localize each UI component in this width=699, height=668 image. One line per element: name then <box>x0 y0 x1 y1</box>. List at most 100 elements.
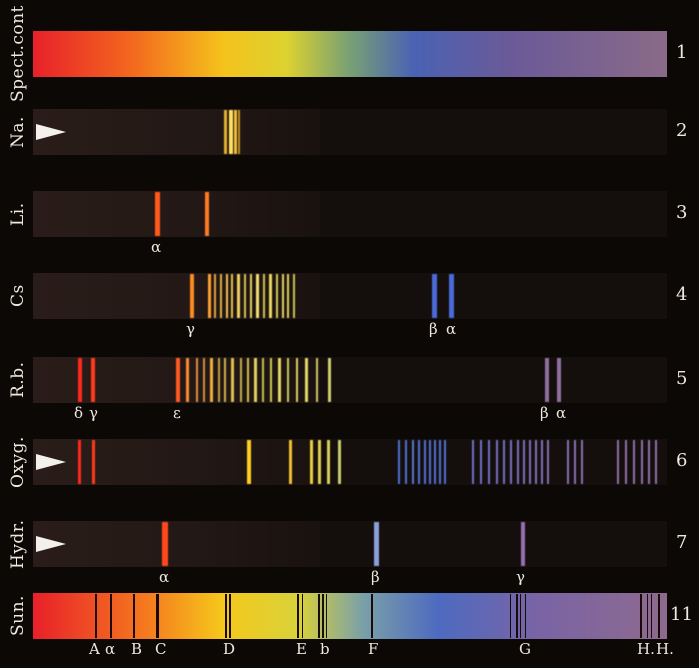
emission-line <box>429 440 431 484</box>
emission-line <box>289 440 292 484</box>
row-number: 3 <box>676 202 688 223</box>
emission-line <box>655 440 657 484</box>
spectrum-strip-faint <box>320 191 667 237</box>
spectrum-strip <box>33 521 320 567</box>
spectrum-row-na <box>33 109 667 155</box>
emission-line <box>196 358 198 402</box>
emission-line <box>547 440 549 484</box>
spectrum-strip <box>33 31 667 77</box>
emission-line <box>226 274 228 318</box>
emission-line <box>240 358 242 402</box>
absorption-line <box>525 594 526 638</box>
line-letter: γ <box>89 404 98 422</box>
emission-line <box>214 274 216 318</box>
spectrum-strip-faint <box>320 109 667 155</box>
spectrum-row-oxyg <box>33 439 667 485</box>
spectrum-row-cs <box>33 273 667 319</box>
row-label-sun: Sun. <box>8 595 28 637</box>
emission-line <box>529 440 531 484</box>
absorption-line <box>658 594 660 638</box>
absorption-line <box>156 594 159 638</box>
spectrum-row-sun <box>33 593 667 639</box>
line-letter: γ <box>186 320 195 338</box>
line-letter: β <box>540 404 549 422</box>
pointer-arrow-icon <box>36 124 66 140</box>
line-letter: ε <box>173 404 181 422</box>
emission-line <box>310 440 313 484</box>
row-number: 1 <box>676 42 688 63</box>
emission-line <box>91 358 95 402</box>
emission-line <box>208 274 211 318</box>
emission-line <box>517 440 519 484</box>
line-letter: δ <box>74 404 84 422</box>
line-letter: α <box>105 640 116 658</box>
emission-line <box>523 440 525 484</box>
emission-line <box>316 358 318 402</box>
emission-line <box>190 274 194 318</box>
emission-line <box>449 274 454 318</box>
emission-line <box>439 440 441 484</box>
absorption-line <box>647 594 648 638</box>
emission-line <box>625 440 627 484</box>
emission-line <box>405 440 407 484</box>
emission-line <box>224 110 227 154</box>
absorption-line <box>225 594 227 638</box>
emission-line <box>155 192 160 236</box>
row-label-oxyg: Oxyg. <box>8 436 28 488</box>
emission-line <box>617 440 619 484</box>
emission-line <box>176 358 180 402</box>
emission-line <box>488 440 490 484</box>
emission-line <box>541 440 543 484</box>
emission-line <box>480 440 482 484</box>
emission-line <box>237 274 240 318</box>
row-number: 5 <box>676 368 688 389</box>
row-number: 7 <box>676 532 688 553</box>
emission-line <box>338 440 341 484</box>
line-letter: D <box>223 640 236 658</box>
line-letter: H. <box>637 640 655 658</box>
emission-line <box>305 358 308 402</box>
emission-line <box>247 358 249 402</box>
absorption-line <box>302 594 303 638</box>
absorption-line <box>110 594 112 638</box>
spectrum-strip-faint <box>320 521 667 567</box>
emission-line <box>535 440 537 484</box>
emission-line <box>244 274 246 318</box>
line-letter: α <box>446 320 457 338</box>
emission-line <box>557 358 561 402</box>
emission-line <box>270 358 272 402</box>
emission-line <box>503 440 505 484</box>
line-letter: H. <box>656 640 674 658</box>
spectrum-strip <box>33 593 667 639</box>
emission-line <box>229 110 233 154</box>
spectrum-strip-faint <box>320 439 667 485</box>
emission-line <box>641 440 643 484</box>
emission-line <box>254 358 257 402</box>
emission-line <box>444 440 446 484</box>
emission-line <box>276 274 278 318</box>
absorption-line <box>133 594 135 638</box>
line-letter: F <box>368 640 379 658</box>
absorption-line <box>371 594 373 638</box>
spectrum-row-spect-cont <box>33 31 667 77</box>
emission-line <box>238 110 240 154</box>
row-label-rb: R.b. <box>8 361 28 399</box>
emission-line <box>287 274 289 318</box>
emission-line <box>263 274 265 318</box>
spectrum-row-hydr <box>33 521 667 567</box>
emission-line <box>412 440 414 484</box>
emission-line <box>218 358 220 402</box>
spectrum-strip <box>33 109 320 155</box>
emission-line <box>296 358 298 402</box>
emission-line <box>231 358 234 402</box>
emission-line <box>224 358 226 402</box>
pointer-arrow-icon <box>36 454 66 470</box>
emission-line <box>269 274 272 318</box>
emission-line <box>262 358 264 402</box>
row-label-na: Na. <box>8 116 28 148</box>
absorption-line <box>651 594 652 638</box>
emission-line <box>78 358 82 402</box>
emission-line <box>162 522 168 566</box>
emission-line <box>203 358 205 402</box>
emission-line <box>567 440 569 484</box>
